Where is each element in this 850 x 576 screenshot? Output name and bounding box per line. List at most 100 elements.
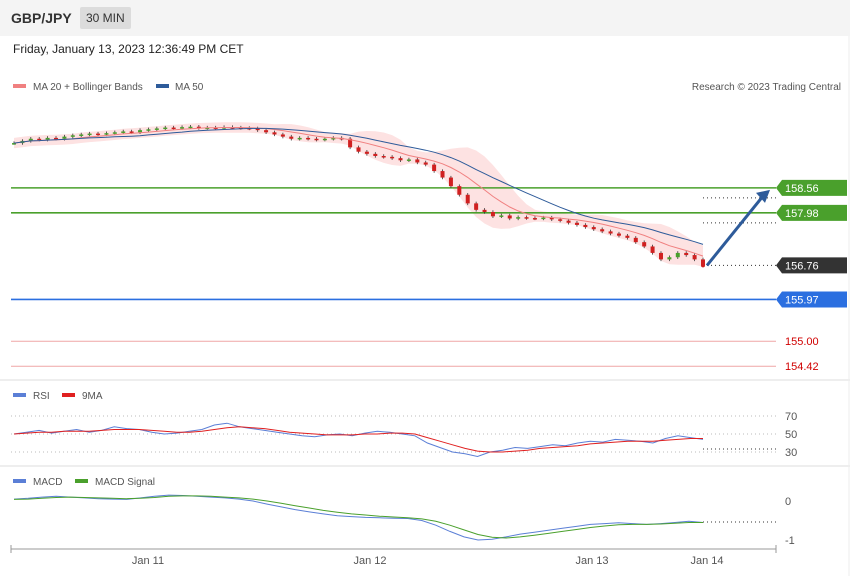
macd-tick-label: 0 [785, 496, 791, 508]
candle-body [297, 137, 302, 140]
macd-signal-line [13, 495, 703, 539]
candle-body [381, 156, 386, 158]
level-label: 155.97 [785, 294, 819, 306]
candle-body [524, 217, 529, 219]
candle-body [499, 215, 504, 217]
candle-body [112, 132, 117, 134]
candle-body [558, 219, 563, 221]
candle-body [532, 218, 537, 220]
rsi-panel [11, 415, 776, 458]
candle-body [322, 138, 327, 141]
projection-arrowhead [756, 189, 770, 203]
candle-body [79, 134, 84, 136]
timestamp: Friday, January 13, 2023 12:36:49 PM CET [13, 42, 244, 56]
x-tick-label: Jan 14 [690, 555, 723, 567]
candle-body [650, 246, 655, 253]
level-badge [776, 179, 847, 196]
candle-body [398, 158, 403, 161]
candle-body [692, 255, 697, 260]
candle-body [314, 138, 319, 141]
legend-9ma: 9MA [82, 391, 103, 402]
candle-body [574, 222, 579, 225]
rsi-tick-label: 50 [785, 429, 797, 441]
candle-body [154, 128, 159, 130]
candle-body [196, 126, 201, 129]
candle-body [205, 127, 210, 130]
candle-body [457, 186, 462, 195]
candle-body [331, 137, 336, 140]
legend-ma20: MA 20 + Bollinger Bands [33, 82, 143, 93]
projection-arrow [705, 193, 766, 267]
candle-body [448, 177, 453, 187]
legend-swatch-macd [13, 479, 26, 483]
level-badge [776, 204, 847, 221]
candle-body [255, 128, 260, 131]
candle-body [180, 127, 185, 129]
pair-title: GBP/JPY [11, 10, 72, 26]
bollinger-band [14, 122, 703, 267]
candle-body [423, 162, 428, 165]
candle-body [163, 127, 168, 130]
level-label: 154.42 [785, 361, 819, 373]
timeframe-badge[interactable]: 30 MIN [80, 7, 131, 29]
candle-body [213, 127, 218, 130]
rsi-9ma-line [13, 426, 703, 453]
ma20-line [13, 127, 704, 257]
candle-body [591, 227, 596, 230]
candle-body [146, 129, 151, 131]
candle-body [482, 209, 487, 212]
candle-body [62, 136, 67, 139]
candle-body [608, 231, 613, 234]
macd-line [13, 494, 704, 541]
chart-header: GBP/JPY 30 MIN [0, 0, 850, 36]
candle-body [625, 235, 630, 238]
candle-body [356, 147, 361, 152]
candle-body [432, 164, 437, 172]
legend-macd-signal: MACD Signal [95, 477, 155, 488]
candle-body [415, 159, 420, 163]
candle-body [474, 203, 479, 210]
candle-body [633, 237, 638, 243]
candle-body [12, 143, 16, 145]
candle-body [121, 131, 126, 133]
legend-swatch-macd-signal [75, 479, 88, 483]
x-tick-label: Jan 12 [353, 555, 386, 567]
candle-body [465, 194, 470, 204]
legend-swatch-rsi [13, 393, 26, 397]
level-badge [776, 291, 847, 308]
candle-body [96, 133, 101, 136]
candle-body [264, 130, 269, 133]
legend-swatch-ma20 [13, 84, 26, 88]
x-tick-label: Jan 13 [575, 555, 608, 567]
candle-body [507, 215, 512, 219]
candle-body [667, 257, 672, 260]
candle-body [541, 217, 546, 220]
candle-body [600, 229, 605, 232]
legend-macd: MACD [33, 477, 62, 488]
candle-body [566, 220, 571, 223]
level-label: 158.56 [785, 183, 819, 195]
level-label: 157.98 [785, 208, 819, 220]
candle-body [188, 126, 193, 129]
macd-tick-label: -1 [785, 535, 795, 547]
candle-body [642, 242, 647, 247]
candle-body [87, 133, 92, 136]
candle-body [104, 133, 109, 135]
legend-rsi: RSI [33, 391, 50, 402]
macd-panel [13, 494, 776, 541]
candle-body [490, 212, 495, 217]
candle-body [658, 252, 663, 260]
candle-body [675, 252, 680, 258]
candle-body [348, 138, 353, 148]
candle-body [54, 137, 59, 140]
candle-body [684, 252, 689, 256]
candle-body [390, 156, 395, 159]
rsi-tick-label: 70 [785, 411, 797, 423]
candle-body [406, 159, 411, 161]
candle-body [583, 224, 588, 228]
level-badge [776, 257, 847, 274]
candle-body [129, 131, 134, 133]
candle-body [272, 132, 277, 135]
candle-body [440, 171, 445, 178]
